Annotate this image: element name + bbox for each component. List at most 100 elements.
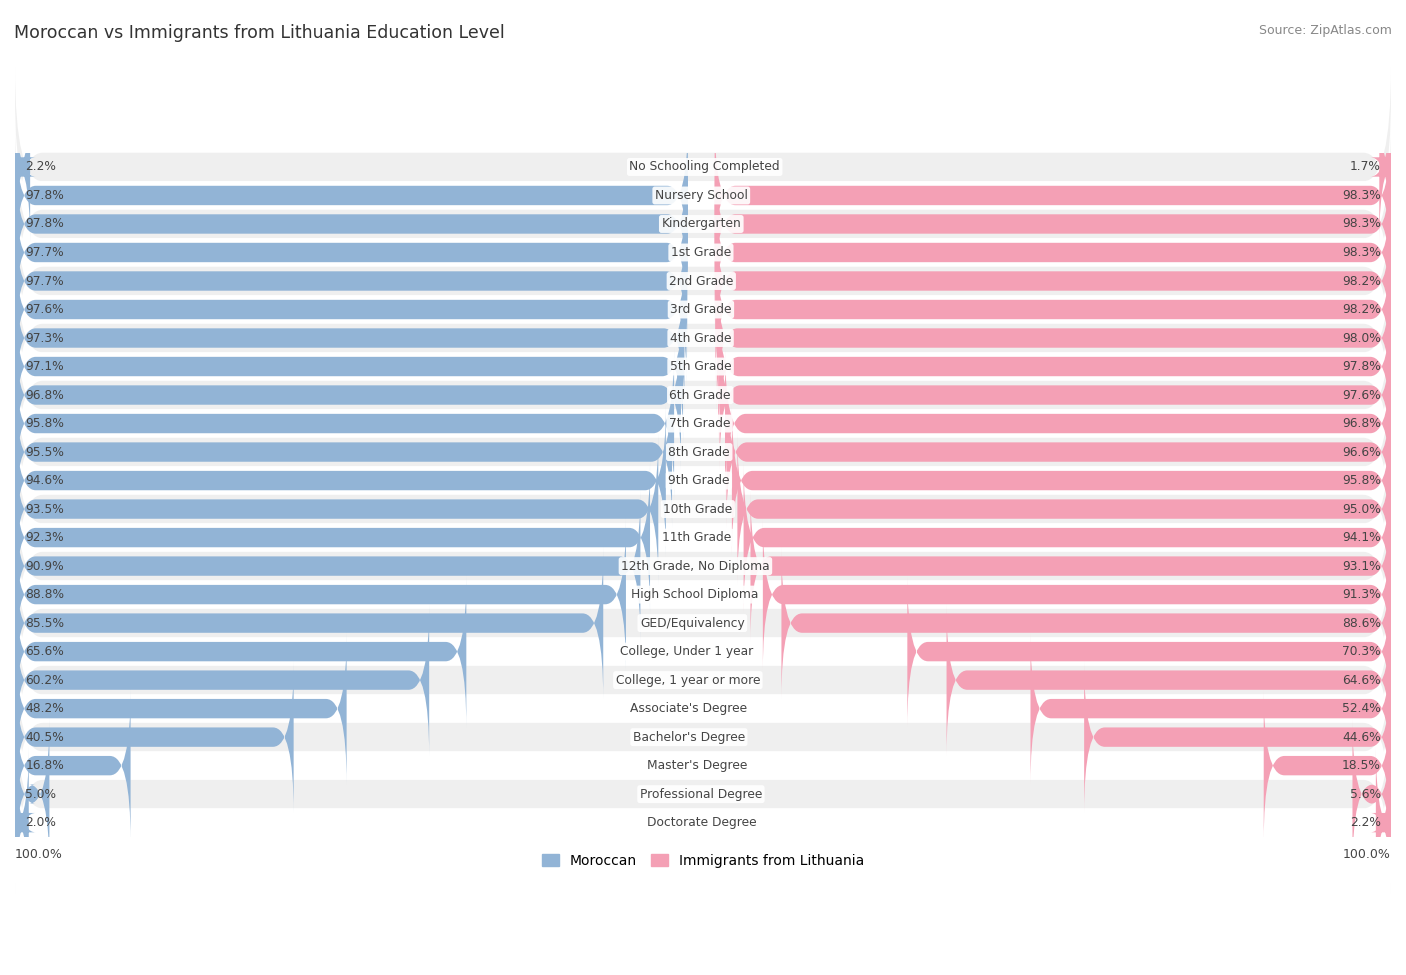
Text: 95.8%: 95.8%: [25, 417, 65, 430]
Text: 88.6%: 88.6%: [1341, 616, 1381, 630]
FancyBboxPatch shape: [15, 262, 685, 413]
Text: 88.8%: 88.8%: [25, 588, 65, 602]
FancyBboxPatch shape: [15, 722, 1391, 922]
Text: 5.0%: 5.0%: [25, 788, 56, 800]
Text: 98.2%: 98.2%: [1341, 275, 1381, 288]
FancyBboxPatch shape: [15, 295, 1391, 494]
FancyBboxPatch shape: [1371, 747, 1396, 899]
FancyBboxPatch shape: [744, 462, 1391, 613]
FancyBboxPatch shape: [15, 324, 1391, 524]
FancyBboxPatch shape: [15, 608, 1391, 808]
Text: 91.3%: 91.3%: [1343, 588, 1381, 602]
Text: 48.2%: 48.2%: [25, 702, 65, 715]
FancyBboxPatch shape: [763, 519, 1391, 671]
Text: GED/Equivalency: GED/Equivalency: [640, 616, 745, 630]
FancyBboxPatch shape: [15, 148, 688, 300]
FancyBboxPatch shape: [15, 405, 666, 557]
FancyBboxPatch shape: [714, 176, 1391, 329]
Text: 18.5%: 18.5%: [1341, 760, 1381, 772]
Text: Bachelor's Degree: Bachelor's Degree: [633, 730, 745, 744]
FancyBboxPatch shape: [15, 120, 688, 271]
FancyBboxPatch shape: [15, 466, 1391, 666]
Text: Moroccan vs Immigrants from Lithuania Education Level: Moroccan vs Immigrants from Lithuania Ed…: [14, 24, 505, 42]
Text: 10th Grade: 10th Grade: [664, 502, 733, 516]
FancyBboxPatch shape: [15, 234, 686, 385]
FancyBboxPatch shape: [720, 319, 1391, 471]
Text: 40.5%: 40.5%: [25, 730, 65, 744]
Text: No Schooling Completed: No Schooling Completed: [630, 161, 780, 174]
Text: 64.6%: 64.6%: [1343, 674, 1381, 686]
Text: Nursery School: Nursery School: [655, 189, 748, 202]
FancyBboxPatch shape: [15, 153, 1391, 352]
FancyBboxPatch shape: [15, 181, 1391, 381]
FancyBboxPatch shape: [10, 91, 35, 243]
Text: 97.7%: 97.7%: [25, 275, 63, 288]
FancyBboxPatch shape: [716, 205, 1391, 357]
FancyBboxPatch shape: [15, 381, 1391, 580]
FancyBboxPatch shape: [15, 124, 1391, 324]
Text: 98.2%: 98.2%: [1341, 303, 1381, 316]
Text: 5.6%: 5.6%: [1350, 788, 1381, 800]
FancyBboxPatch shape: [782, 547, 1391, 699]
Text: 8th Grade: 8th Grade: [668, 446, 730, 458]
Text: 97.6%: 97.6%: [1343, 388, 1381, 402]
Text: 97.3%: 97.3%: [25, 332, 63, 344]
Text: 98.0%: 98.0%: [1341, 332, 1381, 344]
Text: Source: ZipAtlas.com: Source: ZipAtlas.com: [1258, 24, 1392, 37]
Text: 2.0%: 2.0%: [25, 816, 56, 829]
FancyBboxPatch shape: [1084, 661, 1391, 813]
Text: 98.3%: 98.3%: [1341, 189, 1381, 202]
FancyBboxPatch shape: [946, 604, 1391, 756]
Text: 93.1%: 93.1%: [1343, 560, 1381, 572]
FancyBboxPatch shape: [15, 689, 131, 841]
Text: 7th Grade: 7th Grade: [669, 417, 730, 430]
Text: Kindergarten: Kindergarten: [661, 217, 741, 230]
FancyBboxPatch shape: [15, 376, 672, 527]
Text: 97.1%: 97.1%: [25, 360, 63, 373]
Legend: Moroccan, Immigrants from Lithuania: Moroccan, Immigrants from Lithuania: [543, 853, 863, 868]
FancyBboxPatch shape: [15, 210, 1391, 410]
Text: 6th Grade: 6th Grade: [669, 388, 731, 402]
Text: 96.8%: 96.8%: [1341, 417, 1381, 430]
FancyBboxPatch shape: [15, 238, 1391, 438]
Text: 98.3%: 98.3%: [1341, 217, 1381, 230]
Text: 94.1%: 94.1%: [1343, 531, 1381, 544]
Text: College, Under 1 year: College, Under 1 year: [620, 645, 754, 658]
Text: 9th Grade: 9th Grade: [668, 474, 730, 488]
FancyBboxPatch shape: [714, 120, 1391, 271]
Text: 90.9%: 90.9%: [25, 560, 63, 572]
FancyBboxPatch shape: [727, 376, 1391, 527]
FancyBboxPatch shape: [15, 205, 688, 357]
Text: 2nd Grade: 2nd Grade: [669, 275, 734, 288]
FancyBboxPatch shape: [751, 490, 1391, 642]
Text: 97.8%: 97.8%: [25, 189, 65, 202]
Text: 96.6%: 96.6%: [1343, 446, 1381, 458]
Text: 94.6%: 94.6%: [25, 474, 63, 488]
Text: Associate's Degree: Associate's Degree: [630, 702, 747, 715]
FancyBboxPatch shape: [15, 67, 1391, 267]
Text: 93.5%: 93.5%: [25, 502, 65, 516]
Text: College, 1 year or more: College, 1 year or more: [616, 674, 761, 686]
FancyBboxPatch shape: [737, 433, 1391, 585]
Text: 2.2%: 2.2%: [25, 161, 56, 174]
Text: 97.8%: 97.8%: [25, 217, 65, 230]
FancyBboxPatch shape: [733, 405, 1391, 557]
Text: 44.6%: 44.6%: [1343, 730, 1381, 744]
Text: 95.0%: 95.0%: [1341, 502, 1381, 516]
FancyBboxPatch shape: [15, 661, 294, 813]
Text: 11th Grade: 11th Grade: [662, 531, 731, 544]
Text: 98.3%: 98.3%: [1341, 246, 1381, 259]
Text: 3rd Grade: 3rd Grade: [671, 303, 731, 316]
FancyBboxPatch shape: [15, 524, 1391, 722]
FancyBboxPatch shape: [717, 262, 1391, 413]
Text: High School Diploma: High School Diploma: [631, 588, 758, 602]
FancyBboxPatch shape: [15, 348, 673, 499]
Text: 5th Grade: 5th Grade: [669, 360, 731, 373]
FancyBboxPatch shape: [15, 719, 49, 870]
Text: 12th Grade, No Diploma: 12th Grade, No Diploma: [621, 560, 769, 572]
Text: Doctorate Degree: Doctorate Degree: [648, 816, 756, 829]
FancyBboxPatch shape: [8, 747, 35, 899]
Text: 85.5%: 85.5%: [25, 616, 65, 630]
Text: 52.4%: 52.4%: [1341, 702, 1381, 715]
Text: 96.8%: 96.8%: [25, 388, 65, 402]
